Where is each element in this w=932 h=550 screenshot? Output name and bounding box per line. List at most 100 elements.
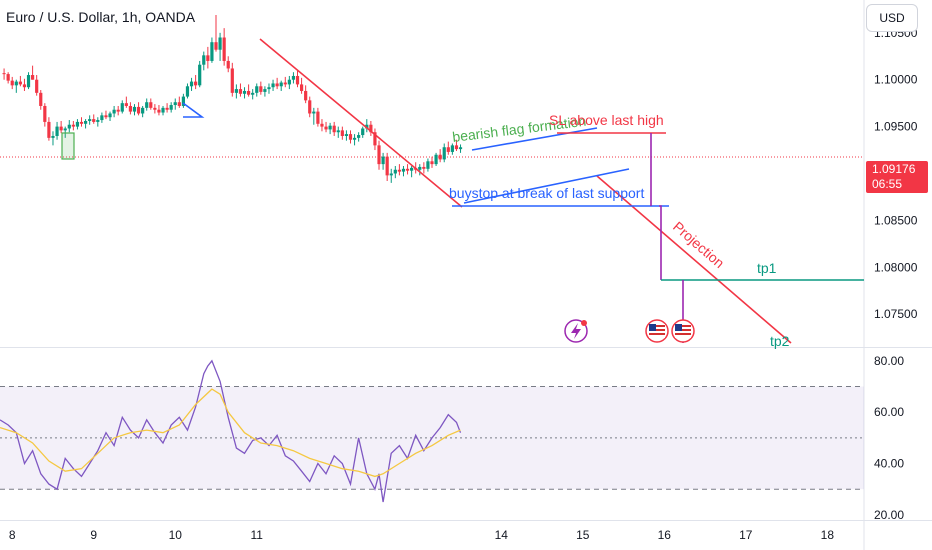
candle-body bbox=[434, 154, 438, 165]
candle-body bbox=[67, 124, 71, 129]
candle-body bbox=[267, 87, 271, 90]
candle-body bbox=[279, 82, 283, 87]
bar-countdown: 06:55 bbox=[872, 177, 903, 191]
candle-body bbox=[352, 137, 357, 140]
candle-body bbox=[185, 86, 190, 97]
candles bbox=[2, 15, 463, 183]
candle-body bbox=[79, 121, 84, 124]
price-tick-label: 1.07500 bbox=[874, 307, 918, 321]
us-flag-event-icon[interactable] bbox=[645, 319, 669, 343]
candle-body bbox=[381, 156, 385, 165]
price-tick-label: 1.10000 bbox=[874, 73, 918, 87]
price-tick-label: 1.09500 bbox=[874, 120, 918, 134]
time-tick-label: 15 bbox=[576, 528, 590, 542]
candle-body bbox=[206, 55, 210, 61]
candle-body bbox=[161, 107, 165, 113]
projection-line[interactable] bbox=[596, 175, 792, 344]
candle-body bbox=[397, 169, 401, 172]
price-tick-label: 1.08000 bbox=[874, 260, 918, 274]
downtrend-line[interactable] bbox=[259, 38, 463, 208]
candle-body bbox=[51, 135, 55, 138]
candle-body bbox=[153, 107, 157, 110]
rsi-tick-label: 80.00 bbox=[874, 354, 904, 368]
candle-body bbox=[263, 89, 267, 92]
candle-body bbox=[454, 145, 459, 150]
candle-body bbox=[18, 81, 22, 85]
candle-body bbox=[438, 154, 442, 160]
candle-body bbox=[149, 102, 153, 108]
rsi-tick-labels: 80.00 60.00 40.00 20.00 bbox=[874, 354, 904, 522]
candle-body bbox=[181, 96, 185, 106]
candle-body bbox=[299, 84, 304, 91]
symbol-title: Euro / U.S. Dollar, 1h, OANDA bbox=[6, 9, 196, 25]
rsi-lines bbox=[0, 359, 462, 503]
candle-body bbox=[116, 109, 120, 112]
candle-body bbox=[218, 37, 222, 50]
candle-body bbox=[304, 90, 308, 101]
candle-body bbox=[132, 106, 137, 112]
candle-body bbox=[10, 80, 14, 86]
candle-body bbox=[393, 169, 397, 174]
rsi-tick-label: 60.00 bbox=[874, 405, 904, 419]
candle-body bbox=[63, 128, 67, 131]
candle-body bbox=[26, 75, 31, 88]
candle-body bbox=[145, 102, 149, 108]
time-tick-label: 9 bbox=[90, 528, 97, 542]
rsi-tick-label: 20.00 bbox=[874, 508, 904, 522]
candle-body bbox=[177, 102, 181, 106]
candle-body bbox=[450, 145, 454, 152]
rsi-tick-label: 40.00 bbox=[874, 457, 904, 471]
lightning-event-icon[interactable] bbox=[564, 319, 588, 343]
candle-body bbox=[100, 115, 104, 121]
drawings[interactable]: bearish flag formation SL above last hig… bbox=[61, 38, 864, 349]
time-tick-label: 14 bbox=[495, 528, 509, 542]
candle-body bbox=[458, 147, 463, 150]
candle-body bbox=[316, 111, 320, 124]
time-tick-label: 11 bbox=[251, 528, 264, 542]
flag-lower-channel[interactable] bbox=[463, 168, 630, 204]
candle-body bbox=[295, 75, 300, 85]
candle-body bbox=[426, 161, 430, 169]
candle-body bbox=[169, 105, 173, 110]
candle-body bbox=[251, 92, 255, 95]
candle-body bbox=[88, 119, 92, 121]
candle-body bbox=[344, 134, 349, 136]
candle-body bbox=[124, 103, 128, 106]
candle-body bbox=[128, 105, 133, 112]
annotation-stop-loss: SL above last high bbox=[549, 112, 664, 128]
highlight-box[interactable] bbox=[61, 132, 75, 160]
candle-body bbox=[141, 107, 145, 114]
candle-body bbox=[120, 103, 124, 112]
candle-body bbox=[336, 130, 340, 133]
candle-body bbox=[6, 74, 10, 81]
candle-body bbox=[340, 130, 344, 136]
price-axis-panel bbox=[864, 0, 932, 550]
candle-body bbox=[2, 73, 6, 75]
candle-body bbox=[405, 168, 410, 171]
flag-upper-channel[interactable] bbox=[471, 127, 598, 151]
candle-body bbox=[112, 109, 116, 114]
candle-body bbox=[357, 135, 361, 138]
candle-body bbox=[422, 166, 426, 169]
candle-body bbox=[365, 124, 369, 129]
candle-body bbox=[410, 167, 414, 171]
last-price-badge: 1.09176 06:55 bbox=[866, 161, 928, 193]
candle-body bbox=[320, 123, 324, 127]
candle-body bbox=[35, 79, 39, 93]
candle-body bbox=[189, 81, 194, 87]
time-tick-label: 10 bbox=[169, 528, 183, 542]
tp1-measure-line[interactable] bbox=[659, 205, 662, 280]
currency-button[interactable]: USD bbox=[866, 4, 918, 32]
candle-body bbox=[83, 120, 88, 124]
candle-body bbox=[59, 126, 63, 131]
candle-body bbox=[226, 60, 230, 69]
us-flag-event-icon[interactable] bbox=[671, 319, 695, 343]
candle-body bbox=[108, 113, 112, 118]
small-flag-marker[interactable] bbox=[182, 102, 205, 118]
candle-body bbox=[308, 100, 312, 114]
time-tick-label: 18 bbox=[821, 528, 835, 542]
candle-body bbox=[389, 173, 393, 176]
candle-body bbox=[385, 156, 389, 176]
candle-body bbox=[238, 89, 243, 94]
